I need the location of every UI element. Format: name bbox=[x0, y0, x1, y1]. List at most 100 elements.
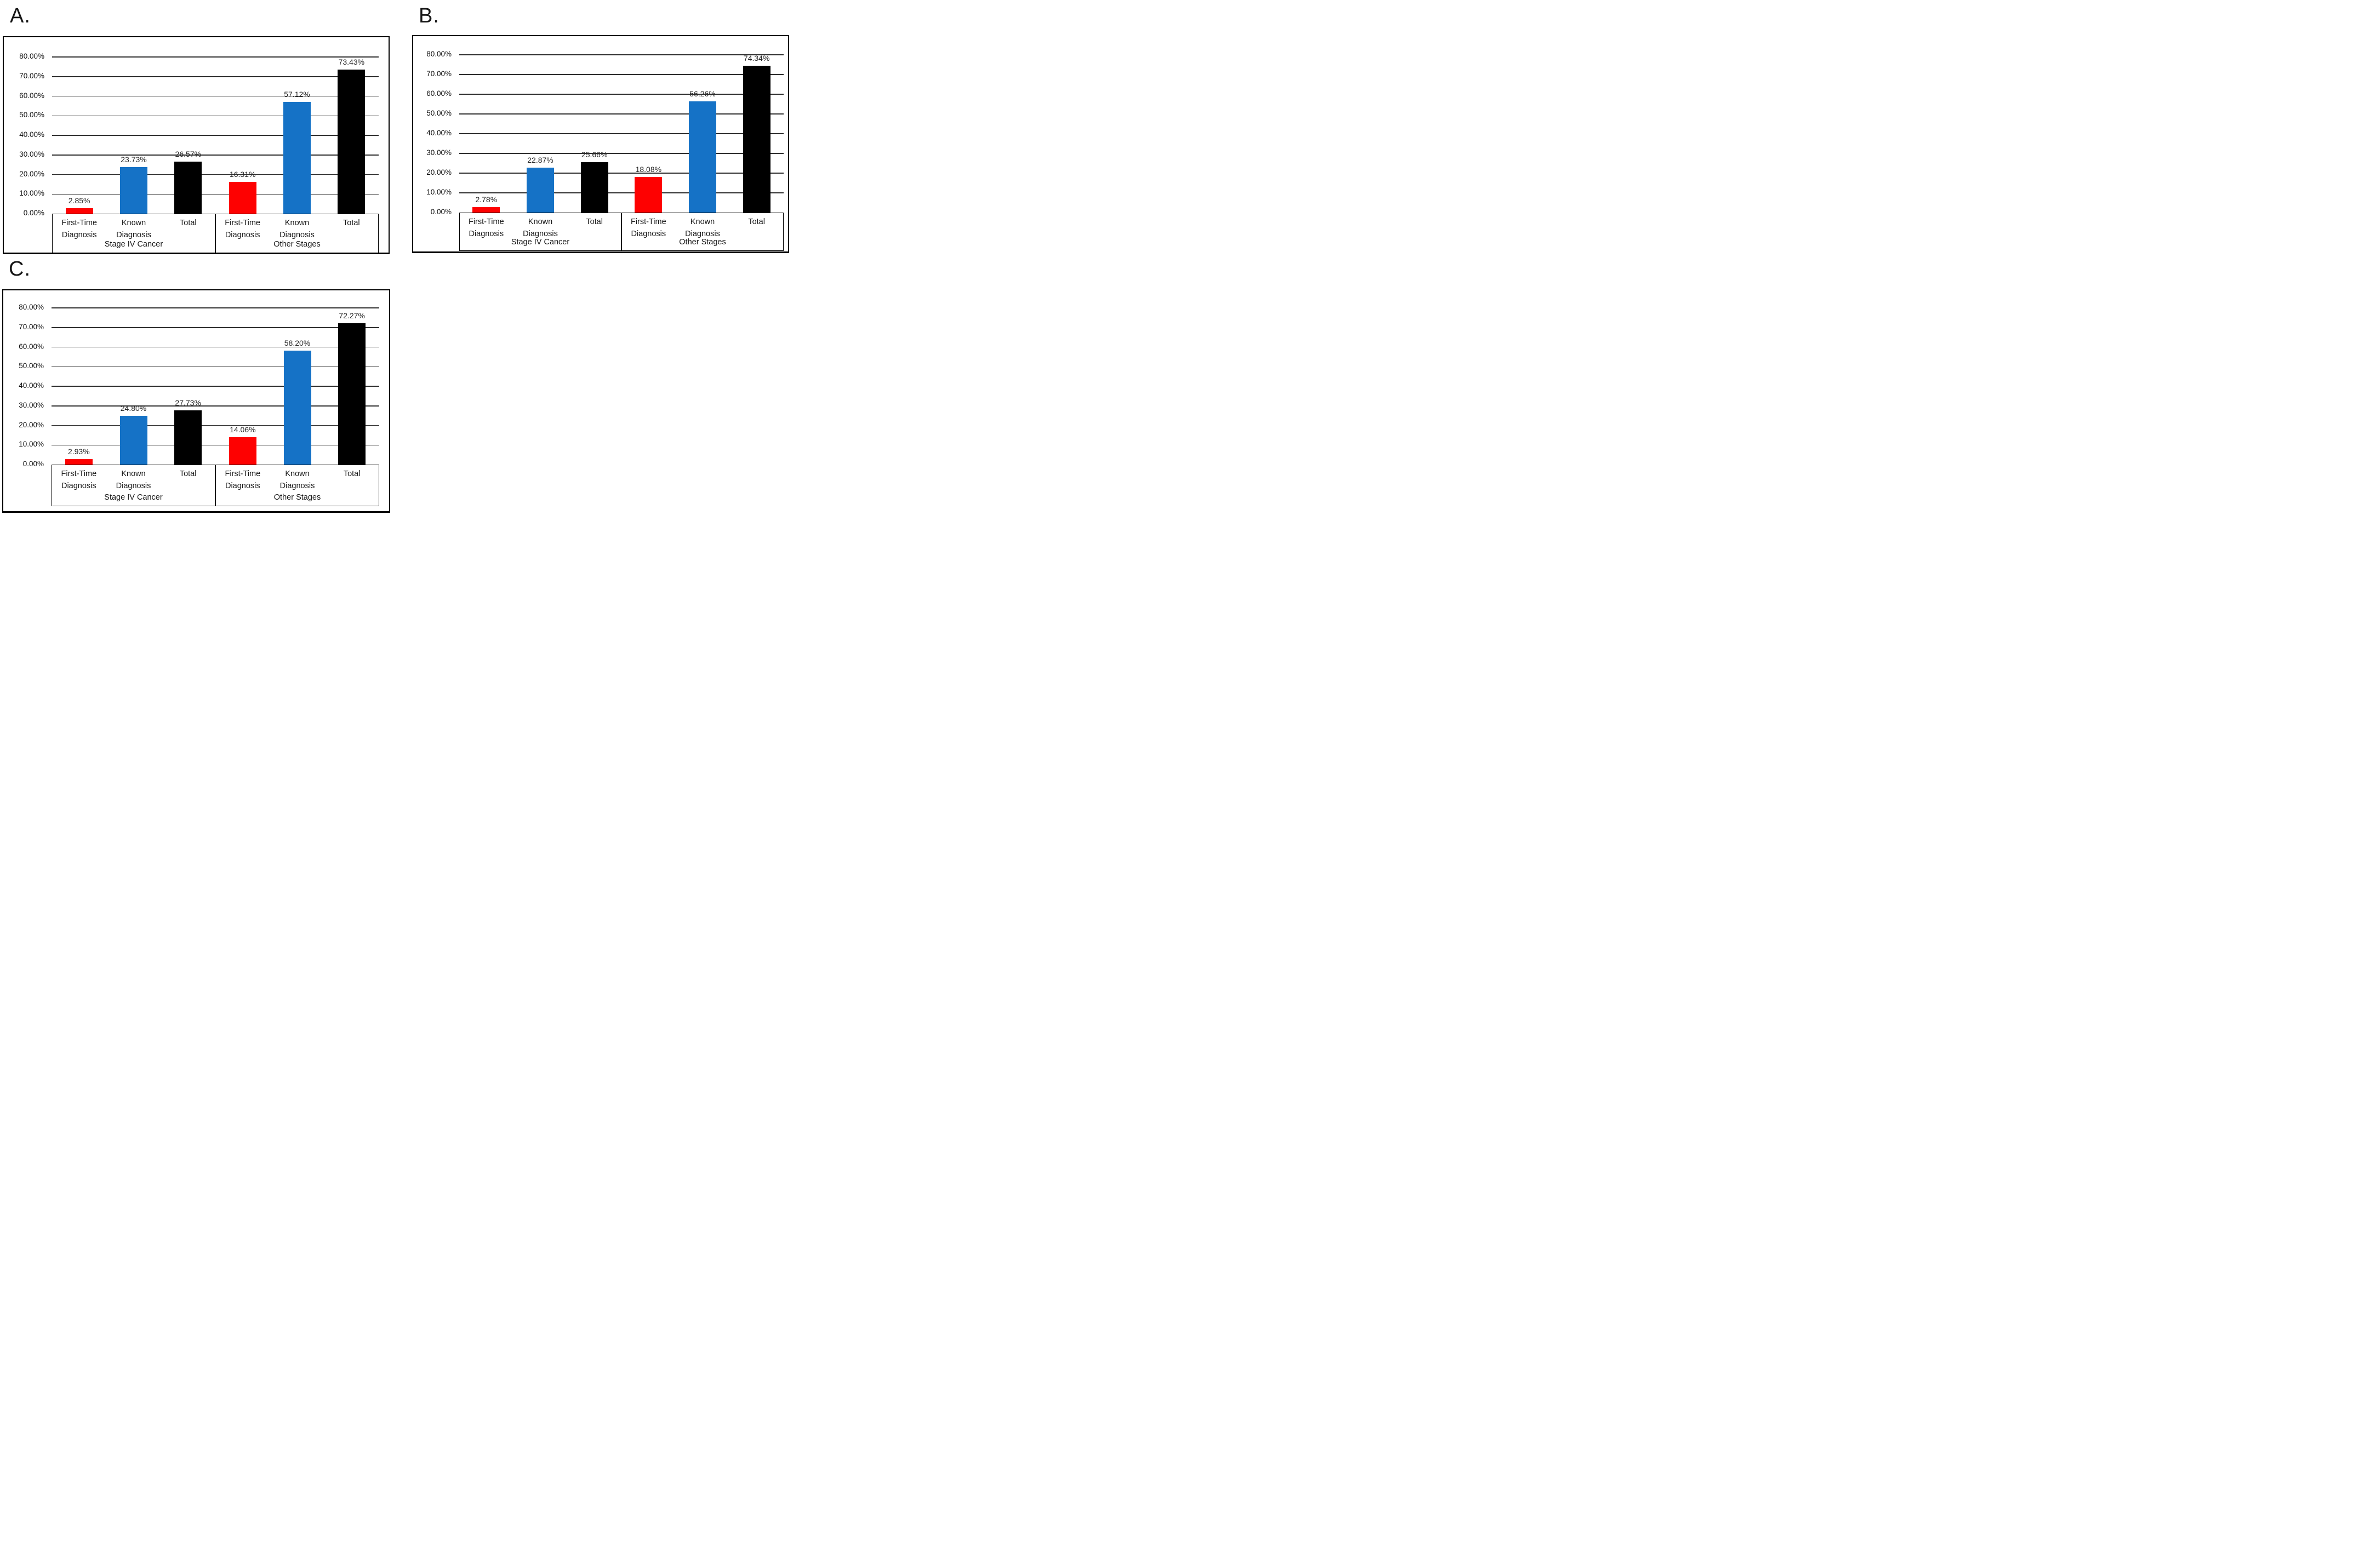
y-axis-tick-label: 10.00% bbox=[19, 189, 44, 198]
y-axis-tick-label: 70.00% bbox=[19, 322, 44, 331]
bar-known-diagnosis bbox=[527, 167, 554, 213]
category-label-first-time-diagnosis: First-Time Diagnosis bbox=[225, 470, 261, 490]
gridline bbox=[459, 113, 784, 115]
group-label: Stage IV Cancer bbox=[104, 240, 163, 249]
bar-value-label: 26.57% bbox=[175, 150, 202, 158]
category-label-first-time-diagnosis: First-Time Diagnosis bbox=[630, 218, 666, 238]
gridline bbox=[52, 135, 379, 136]
y-axis-tick-label: 80.00% bbox=[19, 52, 44, 60]
bar-value-label: 56.26% bbox=[689, 89, 716, 99]
bar-value-label: 57.12% bbox=[284, 89, 310, 99]
y-axis-tick-label: 40.00% bbox=[426, 129, 452, 137]
bar-known-diagnosis bbox=[120, 167, 147, 214]
y-axis-tick-label: 40.00% bbox=[19, 381, 44, 390]
bar-first-time-diagnosis bbox=[229, 437, 256, 465]
y-axis-tick-label: 50.00% bbox=[19, 111, 44, 119]
chart-panel-a: 80.00% 70.00% 60.00% 50.00% 40.00% 30.00% 20.0… bbox=[3, 36, 390, 254]
bar-value-label: 72.27% bbox=[339, 311, 365, 320]
gridline bbox=[459, 153, 784, 154]
bar-value-label: 22.87% bbox=[527, 155, 553, 164]
gridline bbox=[459, 173, 784, 174]
panel-letter-b: B. bbox=[419, 4, 440, 27]
bar-value-label: 24.80% bbox=[120, 404, 147, 413]
bar-value-label: 58.20% bbox=[284, 338, 311, 347]
y-axis-tick-label: 80.00% bbox=[19, 303, 44, 311]
chart-panel-c: 80.00% 70.00% 60.00% 50.00% 40.00% 30.00% 20.0… bbox=[2, 289, 390, 513]
y-axis-tick-label: 30.00% bbox=[19, 400, 44, 409]
bar-value-label: 14.06% bbox=[230, 425, 256, 434]
bar-value-label: 16.31% bbox=[229, 169, 256, 179]
category-label-known-diagnosis: Known Diagnosis bbox=[279, 219, 315, 239]
y-axis-tick-label: 30.00% bbox=[19, 150, 44, 158]
bar-total bbox=[174, 410, 202, 465]
group-divider bbox=[215, 465, 216, 506]
category-label-known-diagnosis: Known Diagnosis bbox=[116, 219, 151, 239]
bar-total bbox=[338, 70, 366, 214]
gridline bbox=[52, 444, 379, 445]
gridline bbox=[459, 74, 784, 75]
bar-first-time-diagnosis bbox=[65, 459, 93, 465]
gridline bbox=[52, 386, 379, 387]
gridline bbox=[52, 405, 379, 407]
y-axis-tick-label: 20.00% bbox=[19, 420, 44, 429]
category-label-total: Total bbox=[586, 218, 603, 226]
y-axis-tick-label: 0.00% bbox=[430, 208, 452, 216]
y-axis-tick-label: 10.00% bbox=[426, 188, 452, 196]
group-label: Other Stages bbox=[679, 238, 726, 247]
y-axis-tick-label: 20.00% bbox=[19, 169, 44, 178]
y-axis-tick-label: 20.00% bbox=[426, 168, 452, 176]
y-axis-tick-label: 80.00% bbox=[426, 50, 452, 58]
group-divider bbox=[621, 213, 622, 251]
y-axis-tick-label: 60.00% bbox=[426, 89, 452, 98]
y-axis-tick-label: 10.00% bbox=[19, 440, 44, 449]
group-label: Stage IV Cancer bbox=[104, 493, 163, 502]
bar-total bbox=[174, 162, 202, 214]
bar-total bbox=[580, 162, 608, 213]
category-label-first-time-diagnosis: First-Time Diagnosis bbox=[225, 219, 260, 239]
y-axis-tick-label: 60.00% bbox=[19, 342, 44, 351]
bar-total bbox=[743, 66, 770, 213]
y-axis-tick-label: 50.00% bbox=[426, 109, 452, 117]
group-label: Other Stages bbox=[273, 493, 321, 502]
gridline bbox=[459, 94, 784, 95]
category-label-first-time-diagnosis: First-Time Diagnosis bbox=[61, 470, 97, 490]
gridline bbox=[52, 193, 379, 194]
gridline bbox=[52, 346, 379, 348]
bar-value-label: 73.43% bbox=[338, 58, 365, 67]
gridline bbox=[52, 327, 379, 328]
y-axis-tick-label: 70.00% bbox=[426, 70, 452, 78]
bar-known-diagnosis bbox=[689, 101, 716, 213]
group-divider bbox=[215, 214, 216, 253]
bar-value-label: 25.66% bbox=[581, 150, 608, 159]
gridline bbox=[459, 192, 784, 193]
panel-letter-c: C. bbox=[9, 258, 31, 281]
bar-value-label: 2.85% bbox=[68, 196, 90, 205]
gridline bbox=[459, 133, 784, 134]
category-label-known-diagnosis: Known Diagnosis bbox=[523, 218, 558, 238]
bar-value-label: 23.73% bbox=[121, 155, 147, 164]
category-label-total: Total bbox=[180, 219, 197, 227]
gridline bbox=[52, 425, 379, 426]
category-label-first-time-diagnosis: First-Time Diagnosis bbox=[61, 219, 97, 239]
group-label: Other Stages bbox=[273, 240, 321, 249]
gridline bbox=[52, 366, 379, 367]
gridline bbox=[52, 95, 379, 97]
gridline bbox=[52, 154, 379, 156]
y-axis-tick-label: 0.00% bbox=[22, 460, 44, 468]
chart-panel-b: 80.00% 70.00% 60.00% 50.00% 40.00% 30.00% 20.0… bbox=[412, 35, 789, 253]
bar-first-time-diagnosis bbox=[65, 208, 93, 214]
y-axis-tick-label: 50.00% bbox=[19, 362, 44, 370]
gridline bbox=[459, 54, 784, 55]
y-axis-tick-label: 60.00% bbox=[19, 91, 44, 100]
gridline bbox=[52, 174, 379, 175]
bar-known-diagnosis bbox=[283, 350, 311, 465]
group-label: Stage IV Cancer bbox=[511, 238, 570, 247]
bar-total bbox=[338, 323, 366, 465]
bar-value-label: 27.73% bbox=[175, 398, 201, 407]
category-label-total: Total bbox=[343, 470, 361, 478]
y-axis-tick-label: 30.00% bbox=[426, 148, 452, 157]
category-label-known-diagnosis: Known Diagnosis bbox=[116, 470, 151, 490]
bar-known-diagnosis bbox=[119, 416, 147, 465]
gridline bbox=[52, 56, 379, 58]
bar-value-label: 74.34% bbox=[743, 54, 770, 63]
